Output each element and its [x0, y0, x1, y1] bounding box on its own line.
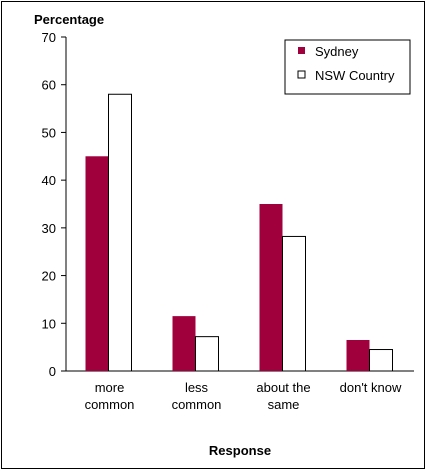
y-tick-label: 30: [42, 221, 56, 236]
y-tick-label: 40: [42, 173, 56, 188]
legend-swatch-sydney: [298, 47, 305, 54]
y-axis-title: Percentage: [34, 12, 104, 27]
bar-nsw-country: [369, 349, 393, 372]
x-tick-label: same: [268, 397, 300, 412]
y-tick-label: 50: [42, 125, 56, 140]
x-tick-label: more: [95, 380, 125, 395]
legend: Sydney NSW Country: [284, 39, 411, 95]
bar-sydney: [85, 156, 109, 371]
bar-sydney: [346, 339, 370, 371]
legend-label-nsw-country: NSW Country: [315, 68, 395, 83]
y-tick-label: 70: [42, 30, 56, 45]
legend-swatch-nsw-country: [297, 70, 306, 79]
plot-area: 0 10 20 30 40 50 60 70 more common less common about…: [42, 30, 414, 412]
legend-label-sydney: Sydney: [315, 44, 359, 59]
x-axis-title: Response: [209, 443, 271, 458]
bar-sydney: [259, 204, 283, 371]
y-tick-label: 60: [42, 78, 56, 93]
x-tick-label: common: [85, 397, 135, 412]
bar-nsw-country: [108, 93, 132, 372]
y-tick-label: 0: [49, 364, 56, 379]
bar-nsw-country: [282, 235, 306, 372]
legend-box: [284, 39, 411, 95]
bar-sydney: [172, 316, 196, 371]
x-tick-label: don't know: [340, 380, 402, 395]
bar-nsw-country: [195, 336, 219, 372]
x-tick-label: less: [185, 380, 209, 395]
y-tick-label: 10: [42, 316, 56, 331]
y-tick-label: 20: [42, 269, 56, 284]
x-tick-label: about the: [256, 380, 310, 395]
x-tick-label: common: [172, 397, 222, 412]
